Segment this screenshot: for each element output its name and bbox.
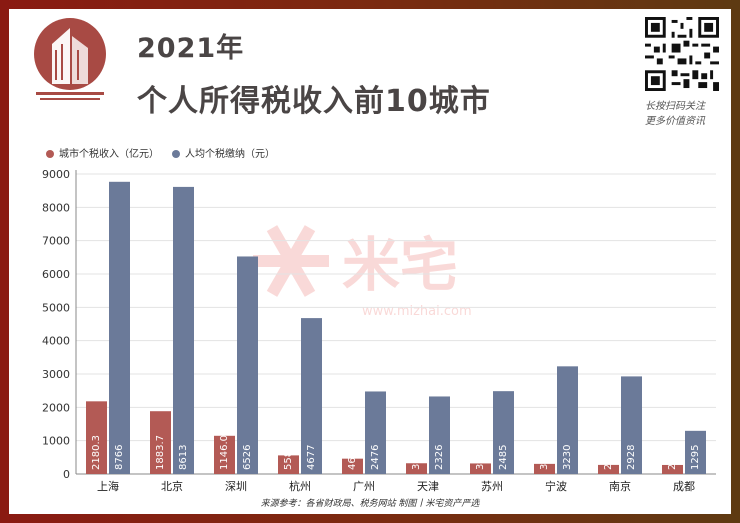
bar-series2 [237, 256, 258, 474]
data-label-series1: 303.8 [539, 441, 550, 470]
bar-series2 [621, 376, 642, 474]
watermark: 米宅 www.mizhai.com [253, 225, 472, 319]
data-label-series2: 8613 [178, 445, 189, 470]
data-label-series2: 2928 [626, 445, 637, 470]
y-tick-label: 9000 [42, 168, 70, 181]
qr-code[interactable] [645, 17, 719, 91]
y-tick-label: 4000 [42, 335, 70, 348]
bar-series1 [598, 464, 619, 474]
bar-series2 [493, 391, 514, 474]
y-tick-label: 8000 [42, 201, 70, 214]
data-label-series1: 558.3 [283, 441, 294, 470]
y-tick-label: 6000 [42, 268, 70, 281]
bar-series2 [301, 318, 322, 474]
x-tick-label: 天津 [417, 480, 439, 493]
y-tick-label: 7000 [42, 235, 70, 248]
data-label-series1: 460 [347, 451, 358, 470]
bar-series1 [406, 463, 427, 474]
x-tick-label: 北京 [161, 479, 183, 493]
data-label-series2: 6526 [242, 445, 253, 470]
watermark-brand: 米宅 [342, 231, 458, 299]
y-tick-label: 0 [63, 468, 70, 481]
data-label-series2: 4677 [306, 445, 317, 470]
data-label-series1: 1883.7 [155, 435, 166, 470]
y-tick-label: 1000 [42, 435, 70, 448]
data-label-series1: 1146.0 [219, 435, 230, 470]
data-label-series1: 271.1 [667, 441, 678, 470]
bar-series2 [685, 430, 706, 474]
bar-series1 [214, 435, 235, 474]
bar-series2 [173, 186, 194, 474]
bar-series1 [342, 458, 363, 474]
bar-series1 [662, 464, 683, 474]
data-label-series1: 272.8 [603, 441, 614, 470]
legend-label-series1: 城市个税收入（亿元） [59, 149, 159, 160]
bar-series2 [109, 181, 130, 475]
data-label-series2: 2476 [370, 445, 381, 470]
x-tick-label: 杭州 [289, 479, 311, 493]
legend-marker-series1 [46, 150, 54, 158]
data-label-series2: 2485 [498, 445, 509, 470]
data-label-series2: 1295 [690, 445, 701, 470]
data-label-series1: 2180.3 [91, 435, 102, 470]
bar-series1 [150, 411, 171, 474]
qr-caption-line2: 更多价值资讯 [645, 116, 705, 127]
x-tick-label: 成都 [673, 480, 695, 493]
year-title: 2021年 [137, 33, 245, 64]
bar-series1 [86, 401, 107, 474]
x-tick-label: 广州 [353, 480, 375, 493]
x-tick-label: 苏州 [481, 480, 503, 493]
bar-series2 [557, 366, 578, 474]
x-tick-label: 宁波 [545, 479, 567, 493]
building-logo [34, 18, 106, 100]
source-note: 来源参考：各省财政局、税务网站 制图丨米宅资产严选 [260, 499, 480, 509]
legend-item-series2: 人均个税缴纳（元） [172, 145, 275, 160]
y-tick-label: 2000 [42, 401, 70, 414]
data-label-series1: 322.5 [411, 441, 422, 470]
bar-series1 [278, 455, 299, 474]
y-tick-label: 5000 [42, 301, 70, 314]
bar-series2 [365, 391, 386, 474]
x-tick-label: 上海 [97, 479, 119, 493]
bar-series1 [534, 463, 555, 474]
legend-label-series2: 人均个税缴纳（元） [185, 149, 275, 160]
data-label-series2: 8766 [114, 445, 125, 470]
data-label-series2: 3230 [562, 445, 573, 470]
x-tick-label: 深圳 [225, 480, 247, 493]
bar-series1 [470, 463, 491, 474]
x-tick-label: 南京 [609, 479, 631, 493]
legend-marker-series2 [172, 150, 180, 158]
data-label-series2: 2326 [434, 445, 445, 470]
y-tick-label: 3000 [42, 368, 70, 381]
legend-item-series1: 城市个税收入（亿元） [46, 145, 159, 160]
data-label-series1: 316.9 [475, 441, 486, 470]
main-title: 个人所得税收入前10城市 [137, 84, 491, 119]
qr-caption-line1: 长按扫码关注 [645, 101, 705, 112]
bar-series2 [429, 396, 450, 474]
